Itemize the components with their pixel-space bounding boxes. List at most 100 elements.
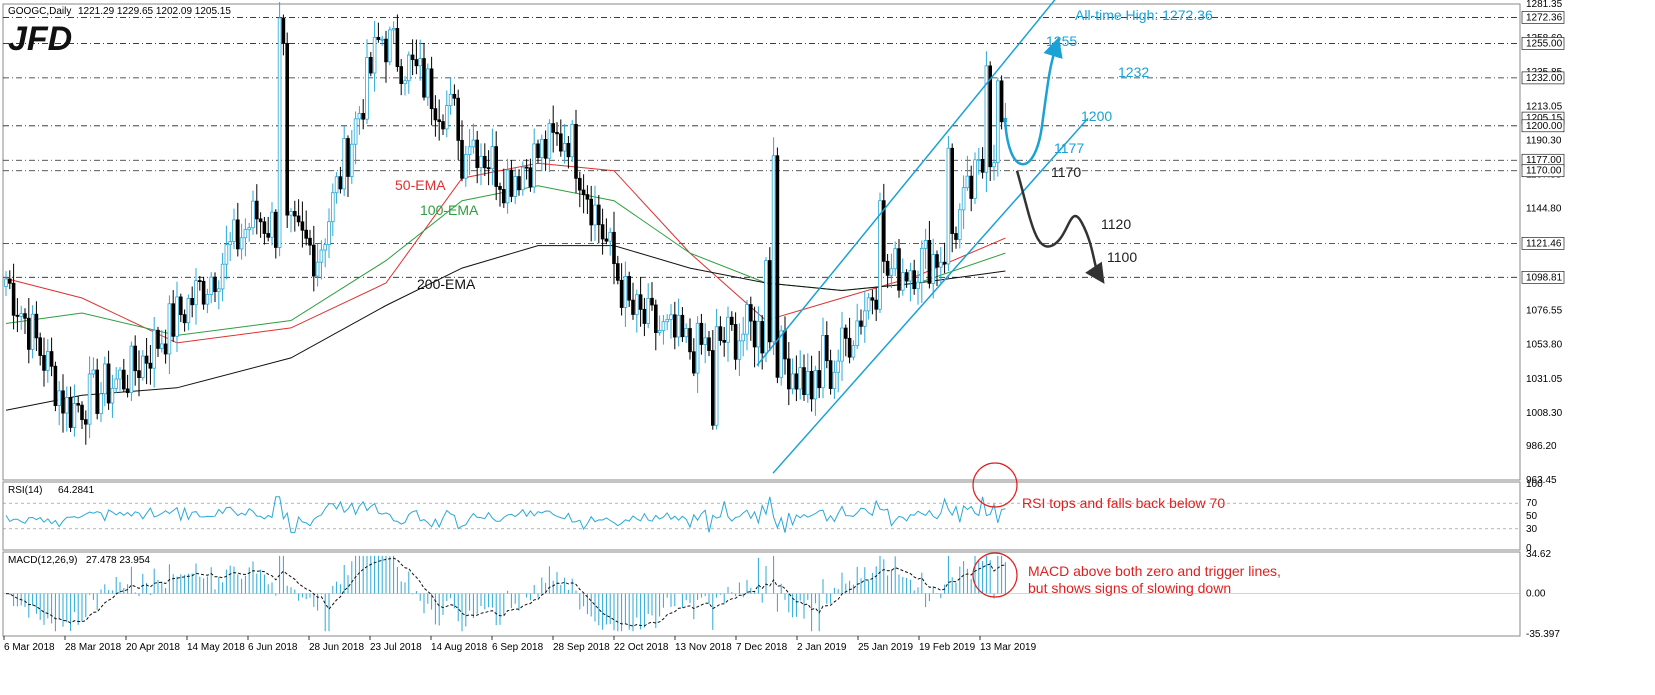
candle-body — [463, 154, 468, 179]
candle-body — [258, 218, 263, 223]
candle-body — [182, 314, 187, 324]
candle-body — [775, 155, 780, 378]
candle-body — [296, 215, 301, 223]
candle-body — [251, 200, 255, 229]
candle-body — [300, 221, 305, 231]
candle-body — [34, 313, 39, 339]
candle-body — [99, 393, 103, 414]
candle-body — [578, 177, 582, 191]
candle-body — [920, 247, 924, 283]
candle-body — [760, 321, 764, 354]
candle-body — [323, 244, 327, 251]
level-tag-box — [1521, 11, 1565, 24]
candle-body — [570, 123, 574, 158]
candle-body — [840, 327, 844, 362]
candle-body — [403, 80, 407, 85]
candle-body — [901, 272, 905, 291]
candle-body — [140, 355, 145, 379]
candle-body — [604, 238, 609, 242]
candle-body — [790, 373, 795, 390]
macd-title: MACD(12,26,9) — [8, 555, 77, 566]
candle-body — [441, 121, 445, 130]
candle-body — [543, 138, 548, 159]
candle-body — [692, 351, 696, 374]
level-tag-box — [1521, 237, 1565, 250]
ema-line-100-EMA — [5, 185, 1006, 336]
candle-body — [490, 146, 495, 170]
level-lines — [3, 17, 1520, 278]
candle-body — [749, 304, 753, 322]
price-y-tick: 986.20 — [1526, 441, 1557, 452]
candle-body — [156, 329, 160, 349]
rsi-indicator: 100 70 50 30 0 — [3, 479, 1543, 554]
candle-body — [555, 131, 559, 135]
price-y-axis: 1281.351258.601235.851213.051190.301167.… — [1521, 0, 1565, 486]
candle-body — [308, 237, 312, 246]
ema100-label: 100-EMA — [420, 202, 479, 218]
macd-indicator: 34.62 0.00 -35.397 — [3, 549, 1560, 640]
candle-body — [357, 113, 362, 120]
candle-body — [57, 390, 61, 406]
candle-body — [794, 373, 799, 390]
candle-body — [15, 314, 20, 317]
candle-body — [65, 397, 69, 414]
candle-body — [133, 345, 138, 372]
candle-body — [254, 200, 259, 220]
candle-body — [733, 324, 738, 360]
candle-body — [380, 38, 384, 41]
rsi-y-tick: 0 — [1526, 543, 1532, 554]
x-tick-label: 6 Mar 2018 — [4, 642, 55, 653]
candle-body — [695, 322, 700, 374]
macd-note-line1: MACD above both zero and trigger lines, — [1028, 563, 1281, 579]
x-tick-label: 23 Jul 2018 — [370, 642, 422, 653]
candle-body — [787, 358, 791, 390]
macd-values: 27.478 23.954 — [86, 555, 150, 566]
candle-body — [319, 249, 324, 263]
x-axis: 6 Mar 2018 28 Mar 2018 20 Apr 2018 14 May 2… — [3, 636, 1037, 653]
candle-body — [110, 387, 115, 404]
candle-body — [395, 28, 400, 67]
candle-body — [893, 248, 897, 270]
candle-body — [536, 143, 540, 159]
candle-body — [863, 310, 867, 327]
candle-body — [361, 113, 365, 120]
candle-body — [129, 345, 134, 394]
candle-body — [285, 43, 289, 216]
x-tick-label: 14 Aug 2018 — [431, 642, 488, 653]
x-tick-label: 22 Oct 2018 — [614, 642, 669, 653]
candle-body — [961, 187, 966, 211]
candle-body — [547, 123, 552, 159]
candle-body — [118, 369, 122, 380]
candle-body — [559, 133, 563, 152]
level-1232-label: 1232 — [1118, 64, 1149, 80]
candle-body — [346, 138, 350, 177]
candle-body — [597, 204, 601, 226]
candle-body — [642, 308, 647, 324]
candle-body — [684, 328, 688, 338]
jfd-logo: JFD — [8, 20, 72, 58]
candle-body — [745, 304, 749, 335]
candle-body — [368, 57, 373, 74]
candle-body — [999, 80, 1004, 123]
candle-body — [273, 211, 278, 248]
candle-body — [53, 365, 58, 406]
x-tick-label: 14 May 2018 — [187, 642, 245, 653]
candle-body — [486, 167, 491, 170]
candle-body — [939, 261, 943, 268]
ema200-label: 200-EMA — [417, 276, 476, 292]
candle-body — [289, 211, 293, 216]
candle-body — [931, 254, 935, 284]
rising-channel — [756, 0, 1089, 474]
ema-line-50-EMA — [5, 162, 1006, 344]
candle-body — [882, 200, 886, 262]
rsi-y-tick: 30 — [1526, 524, 1538, 535]
candle-body — [95, 369, 100, 414]
level-tag-label: 1170.00 — [1526, 166, 1562, 177]
candle-body — [771, 155, 776, 343]
candle-body — [479, 155, 483, 168]
candle-body — [201, 280, 206, 305]
candle-body — [623, 276, 628, 308]
rsi-line — [5, 496, 1006, 534]
candle-body — [817, 370, 821, 389]
candle-body — [866, 297, 871, 312]
